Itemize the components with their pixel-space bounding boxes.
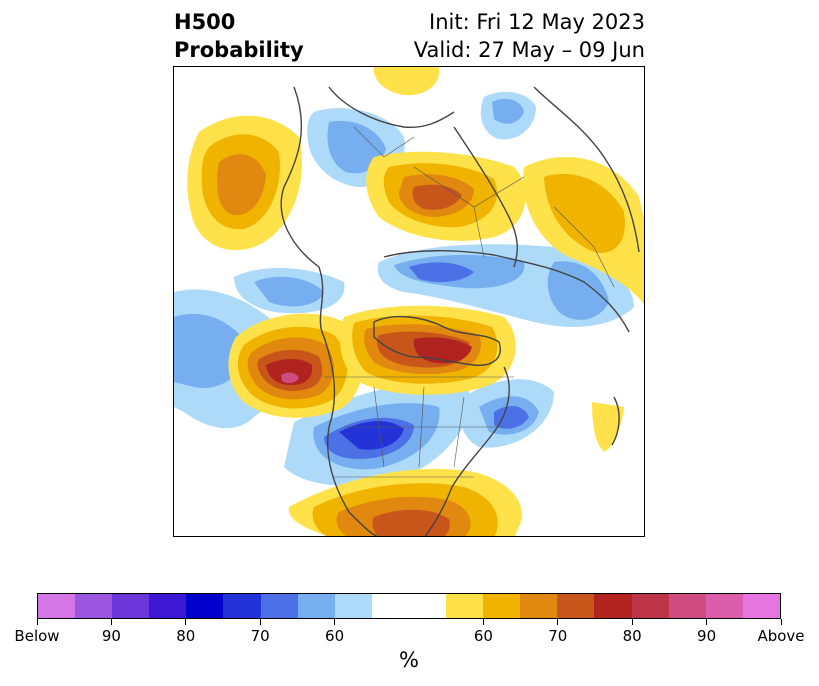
- colorbar-tick: [259, 619, 261, 625]
- colorbar-tick-label: 60: [325, 627, 345, 645]
- colorbar-swatch: [557, 594, 595, 618]
- colorbar-swatch: [668, 594, 706, 618]
- colorbar-swatch: [297, 594, 335, 618]
- title-line-1: H500: [174, 10, 236, 34]
- colorbar-swatch: [371, 594, 447, 618]
- colorbar-tick: [185, 619, 187, 625]
- date-info: Init: Fri 12 May 2023 Valid: 27 May – 09…: [414, 8, 645, 64]
- colorbar-tick-label: 80: [176, 627, 196, 645]
- colorbar-tick: [557, 619, 559, 625]
- colorbar-tick-label: 70: [548, 627, 568, 645]
- above-normal-areas: [187, 67, 644, 536]
- colorbar-tick-label: 80: [622, 627, 642, 645]
- colorbar-tick: [706, 619, 708, 625]
- colorbar-swatch: [594, 594, 632, 618]
- colorbar-tick-label: Below: [14, 627, 60, 645]
- colorbar-swatch: [446, 594, 484, 618]
- colorbar-tick: [631, 619, 633, 625]
- colorbar-tick: [110, 619, 112, 625]
- map-canvas: [174, 67, 644, 536]
- colorbar-swatch: [149, 594, 187, 618]
- valid-period: Valid: 27 May – 09 Jun: [413, 38, 645, 62]
- colorbar-tick-label: 90: [101, 627, 121, 645]
- coastlines: [280, 86, 640, 536]
- probability-map: [173, 66, 645, 537]
- colorbar-unit: %: [399, 648, 419, 672]
- colorbar-swatch: [631, 594, 669, 618]
- colorbar-swatch: [112, 594, 150, 618]
- colorbar-tick: [36, 619, 38, 625]
- colorbar-swatch: [75, 594, 113, 618]
- colorbar-swatch: [483, 594, 521, 618]
- colorbar-swatch: [186, 594, 224, 618]
- colorbar-swatch: [742, 594, 780, 618]
- political-borders: [324, 126, 615, 478]
- colorbar-tick: [482, 619, 484, 625]
- chart-title: H500 Probability: [174, 8, 304, 64]
- colorbar-swatch: [520, 594, 558, 618]
- init-date: Init: Fri 12 May 2023: [429, 10, 645, 34]
- colorbar-tick-label: 60: [473, 627, 493, 645]
- colorbar-tick-label: 70: [250, 627, 270, 645]
- colorbar-tick-label: 90: [697, 627, 717, 645]
- colorbar-swatch: [334, 594, 372, 618]
- colorbar-swatch: [223, 594, 261, 618]
- colorbar-swatch: [705, 594, 743, 618]
- colorbar-swatch: [38, 594, 76, 618]
- colorbar-tick: [780, 619, 782, 625]
- colorbar-swatch: [260, 594, 298, 618]
- colorbar-tick: [334, 619, 336, 625]
- colorbar-tick-label: Above: [757, 627, 805, 645]
- title-line-2: Probability: [174, 38, 304, 62]
- colorbar: [37, 593, 781, 619]
